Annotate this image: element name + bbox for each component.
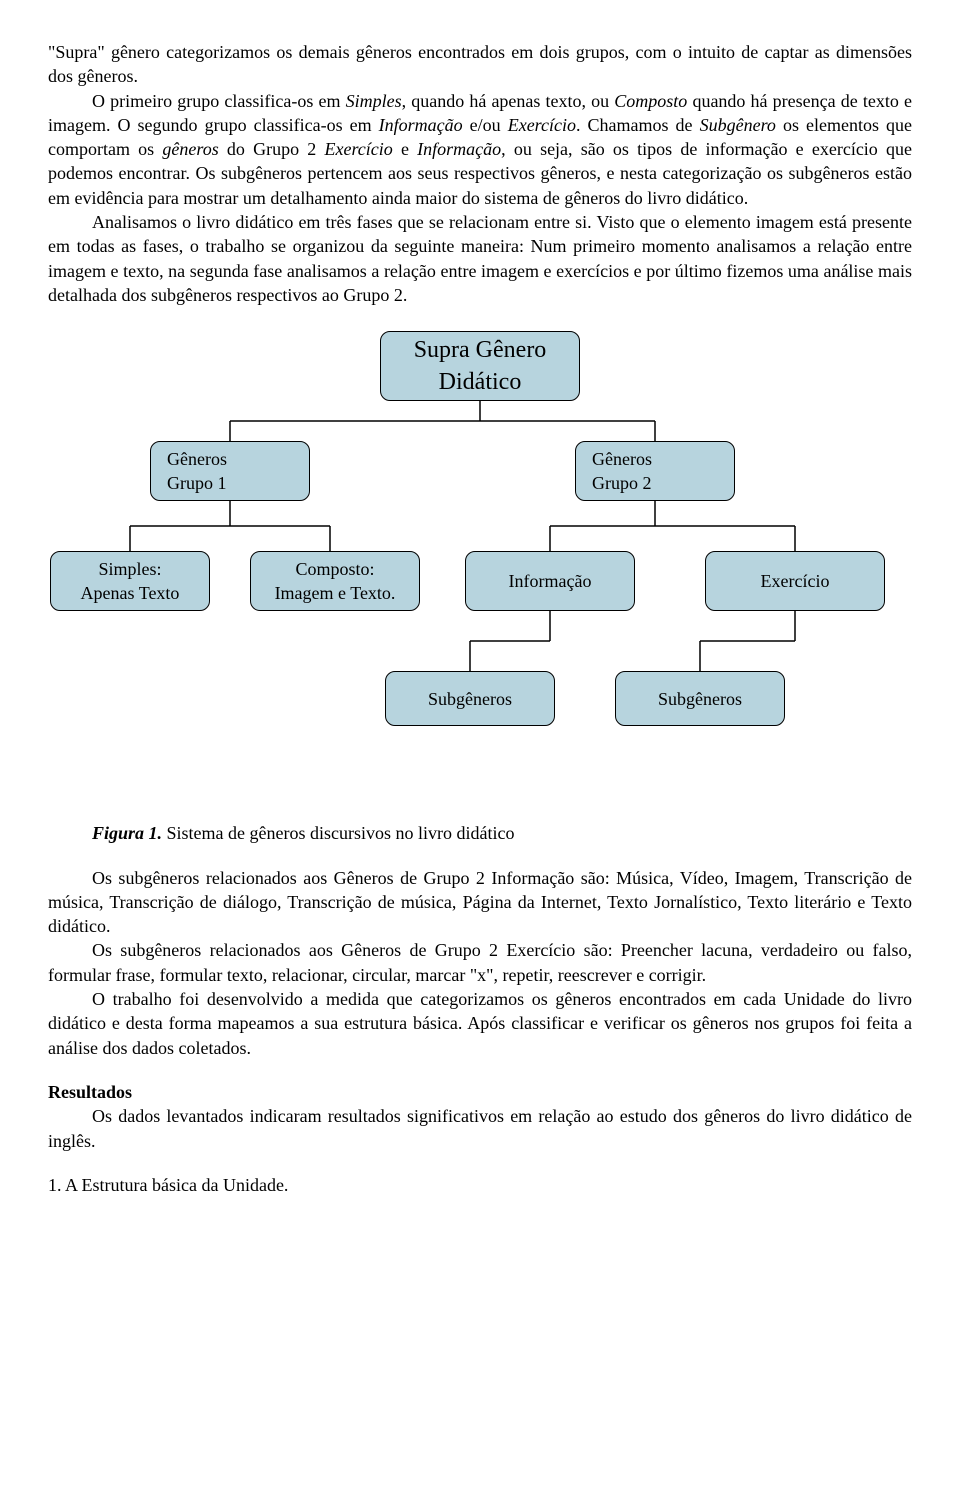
- node-root: Supra Gênero Didático: [380, 331, 580, 401]
- g2-line2: Grupo 2: [592, 471, 652, 495]
- composto-line2: Imagem e Texto.: [275, 581, 396, 605]
- root-line2: Didático: [439, 366, 522, 398]
- node-exercicio: Exercício: [705, 551, 885, 611]
- p2-seg-a: O primeiro grupo classifica-os em: [92, 91, 346, 111]
- em-simples: Simples: [346, 91, 402, 111]
- paragraph-2: O primeiro grupo classifica-os em Simple…: [48, 89, 912, 210]
- sub1-label: Subgêneros: [428, 687, 512, 711]
- root-line1: Supra Gênero: [414, 334, 547, 366]
- p2-seg-b: , quando há apenas texto, ou: [402, 91, 615, 111]
- em-informacao-2: Informação: [417, 139, 501, 159]
- figure-label: Figura 1.: [92, 823, 162, 843]
- node-composto: Composto: Imagem e Texto.: [250, 551, 420, 611]
- node-informacao: Informação: [465, 551, 635, 611]
- paragraph-3: Analisamos o livro didático em três fase…: [48, 210, 912, 307]
- node-sub2: Subgêneros: [615, 671, 785, 726]
- em-generos: gêneros: [162, 139, 218, 159]
- p2-seg-e: . Chamamos de: [576, 115, 700, 135]
- list-item-1: 1. A Estrutura básica da Unidade.: [48, 1173, 912, 1197]
- info-label: Informação: [509, 569, 592, 593]
- em-exercicio: Exercício: [508, 115, 576, 135]
- paragraph-1: "Supra" gênero categorizamos os demais g…: [48, 40, 912, 89]
- em-composto: Composto: [614, 91, 687, 111]
- em-subgenero: Subgênero: [700, 115, 776, 135]
- genre-diagram: Supra Gênero Didático Gêneros Grupo 1 Gê…: [50, 331, 910, 791]
- figure-caption: Figura 1. Sistema de gêneros discursivos…: [92, 821, 912, 845]
- composto-line1: Composto:: [295, 557, 374, 581]
- node-group1: Gêneros Grupo 1: [150, 441, 310, 501]
- em-informacao: Informação: [379, 115, 463, 135]
- node-group2: Gêneros Grupo 2: [575, 441, 735, 501]
- simples-line2: Apenas Texto: [81, 581, 180, 605]
- node-simples: Simples: Apenas Texto: [50, 551, 210, 611]
- simples-line1: Simples:: [98, 557, 161, 581]
- paragraph-4: Os subgêneros relacionados aos Gêneros d…: [48, 866, 912, 939]
- paragraph-6: O trabalho foi desenvolvido a medida que…: [48, 987, 912, 1060]
- g1-line1: Gêneros: [167, 447, 227, 471]
- p2-seg-h: e: [393, 139, 417, 159]
- sub2-label: Subgêneros: [658, 687, 742, 711]
- figure-text: Sistema de gêneros discursivos no livro …: [162, 823, 514, 843]
- paragraph-5: Os subgêneros relacionados aos Gêneros d…: [48, 938, 912, 987]
- p2-seg-g: do Grupo 2: [219, 139, 325, 159]
- em-exercicio-2: Exercício: [324, 139, 392, 159]
- paragraph-7: Os dados levantados indicaram resultados…: [48, 1104, 912, 1153]
- node-sub1: Subgêneros: [385, 671, 555, 726]
- p2-seg-d: e/ou: [463, 115, 508, 135]
- g2-line1: Gêneros: [592, 447, 652, 471]
- resultados-heading: Resultados: [48, 1080, 912, 1104]
- g1-line2: Grupo 1: [167, 471, 227, 495]
- exerc-label: Exercício: [761, 569, 830, 593]
